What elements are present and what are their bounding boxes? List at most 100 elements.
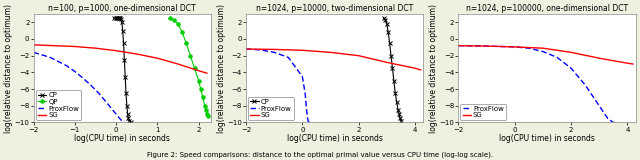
ProxFlow <box>298 76 306 77</box>
CP <box>388 67 396 69</box>
SG <box>411 67 419 69</box>
SG <box>595 57 603 59</box>
QP <box>182 42 190 44</box>
QP <box>197 88 205 90</box>
CP <box>120 59 128 61</box>
ProxFlow <box>63 65 70 67</box>
Y-axis label: log(relative distance to optimum): log(relative distance to optimum) <box>429 4 438 133</box>
Line: SG: SG <box>246 49 420 70</box>
CP <box>387 55 395 57</box>
CP <box>112 17 120 19</box>
ProxFlow <box>46 56 54 58</box>
ProxFlow <box>284 56 292 58</box>
SG <box>174 63 182 65</box>
ProxFlow <box>567 67 575 69</box>
Line: ProxFlow: ProxFlow <box>458 46 616 122</box>
Line: QP: QP <box>168 16 209 118</box>
ProxFlow <box>595 105 603 107</box>
QP <box>170 19 178 21</box>
SG <box>133 53 141 55</box>
ProxFlow <box>304 120 312 122</box>
ProxFlow <box>71 71 79 72</box>
CP <box>392 92 399 94</box>
CP <box>123 105 131 107</box>
Line: CP: CP <box>112 16 132 123</box>
Y-axis label: log(relative distance to optimum): log(relative distance to optimum) <box>4 4 13 133</box>
SG <box>203 72 211 74</box>
ProxFlow <box>609 121 617 123</box>
Line: SG: SG <box>33 45 207 73</box>
ProxFlow <box>242 48 250 50</box>
SG <box>623 62 631 64</box>
QP <box>195 80 202 82</box>
ProxFlow <box>483 45 490 47</box>
SG <box>355 55 362 57</box>
SG <box>195 70 202 72</box>
SG <box>567 51 575 53</box>
ProxFlow <box>96 93 104 95</box>
ProxFlow <box>303 109 310 111</box>
Line: ProxFlow: ProxFlow <box>246 49 309 122</box>
ProxFlow <box>539 51 547 52</box>
Y-axis label: log(relative distance to optimum): log(relative distance to optimum) <box>216 4 225 133</box>
Legend: CP, ProxFlow, SG: CP, ProxFlow, SG <box>248 97 294 120</box>
ProxFlow <box>122 121 129 123</box>
ProxFlow <box>612 121 620 123</box>
CP <box>124 113 131 115</box>
ProxFlow <box>88 85 95 87</box>
CP <box>118 21 125 23</box>
ProxFlow <box>511 46 518 48</box>
ProxFlow <box>116 118 124 120</box>
CP <box>381 19 389 21</box>
SG <box>483 45 490 47</box>
ProxFlow <box>38 54 45 56</box>
CP <box>393 101 401 103</box>
CP <box>110 17 118 19</box>
QP <box>204 115 212 117</box>
Title: n=1024, p=100000, one-dimensional DCT: n=1024, p=100000, one-dimensional DCT <box>466 4 628 13</box>
CP <box>396 113 403 115</box>
CP <box>390 80 397 82</box>
QP <box>202 109 210 111</box>
ProxFlow <box>525 47 532 49</box>
QP <box>199 96 207 98</box>
SG <box>326 51 334 53</box>
ProxFlow <box>29 51 37 53</box>
QP <box>203 113 211 115</box>
X-axis label: log(CPU time) in seconds: log(CPU time) in seconds <box>74 134 170 143</box>
SG <box>629 63 637 65</box>
CP <box>397 120 404 122</box>
Line: SG: SG <box>458 46 633 64</box>
CP <box>115 17 122 19</box>
ProxFlow <box>54 61 62 63</box>
Title: n=100, p=1000, one-dimensional DCT: n=100, p=1000, one-dimensional DCT <box>49 4 196 13</box>
CP <box>122 76 129 77</box>
SG <box>417 69 424 71</box>
X-axis label: log(CPU time) in seconds: log(CPU time) in seconds <box>499 134 595 143</box>
ProxFlow <box>581 84 589 86</box>
CP <box>125 120 133 122</box>
Text: Figure 2: Speed comparisons: distance to the optimal primal value versus CPU tim: Figure 2: Speed comparisons: distance to… <box>147 152 493 158</box>
ProxFlow <box>497 46 504 48</box>
CP <box>386 42 394 44</box>
QP <box>186 55 194 57</box>
SG <box>29 44 37 46</box>
CP <box>116 17 124 19</box>
SG <box>454 45 462 47</box>
ProxFlow <box>454 45 462 47</box>
CP <box>122 92 130 94</box>
ProxFlow <box>256 49 264 51</box>
ProxFlow <box>468 45 476 47</box>
QP <box>191 67 198 69</box>
ProxFlow <box>104 103 112 105</box>
CP <box>119 30 127 32</box>
CP <box>396 117 404 119</box>
CP <box>380 17 388 19</box>
SG <box>71 46 79 48</box>
SG <box>270 48 278 50</box>
SG <box>511 46 518 48</box>
Line: CP: CP <box>382 16 403 123</box>
QP <box>174 23 182 25</box>
CP <box>127 121 134 123</box>
ProxFlow <box>79 77 87 79</box>
